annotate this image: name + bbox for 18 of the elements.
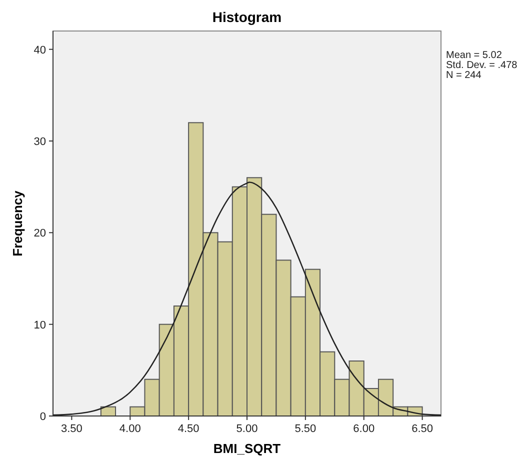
y-tick-label: 30 [34, 136, 46, 148]
y-tick-label: 20 [34, 228, 46, 240]
x-tick-label: 6.00 [353, 423, 375, 435]
y-tick-label: 40 [34, 44, 46, 56]
y-axis-title: Frequency [10, 190, 25, 256]
x-tick-label: 6.50 [412, 423, 434, 435]
text: Mean = 5.02 [446, 50, 502, 61]
x-axis-title: BMI_SQRT [213, 441, 281, 456]
x-tick-label: 3.50 [60, 423, 82, 435]
text: Std. Dev. = .478 [446, 60, 518, 71]
x-tick-label: 4.00 [119, 423, 141, 435]
y-tick-label: 0 [40, 411, 46, 423]
chart-title: Histogram [212, 9, 282, 25]
x-tick-label: 5.00 [236, 423, 258, 435]
x-tick-label: 5.50 [294, 423, 316, 435]
x-tick-label: 4.50 [178, 423, 200, 435]
text: N = 244 [446, 70, 482, 81]
y-tick-label: 10 [34, 319, 46, 332]
